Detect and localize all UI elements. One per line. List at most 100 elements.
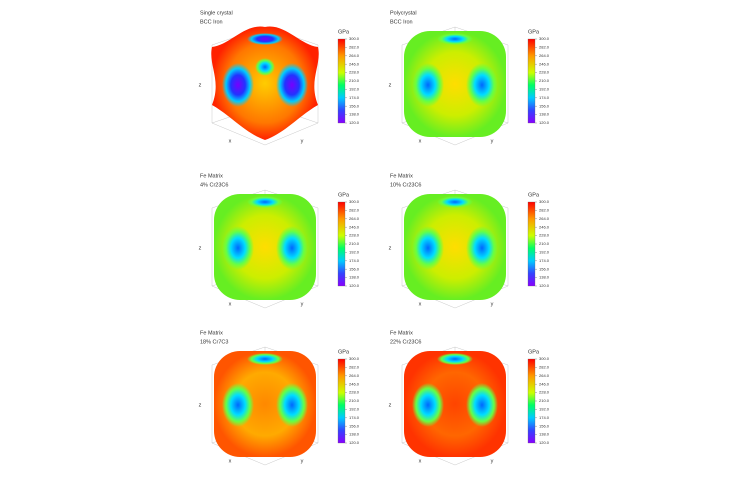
colorbar-tick-label: 246.0 — [539, 61, 550, 66]
colorbar-tick-label: 192.0 — [539, 249, 550, 254]
colorbar-tick-label: 138.0 — [539, 275, 550, 280]
colorbar-tick-label: 300.0 — [539, 356, 550, 361]
surface-lobe — [412, 63, 444, 107]
axis-label: y — [491, 138, 494, 144]
colorbar-tick-label: 120.0 — [539, 120, 550, 125]
axis-label: z — [389, 402, 392, 408]
colorbar-tick-label: 246.0 — [539, 224, 550, 229]
colorbar-tick-label: 228.0 — [349, 70, 360, 75]
colorbar-tick-label: 156.0 — [539, 423, 550, 428]
colorbar-tick-label: 264.0 — [539, 53, 550, 58]
colorbar — [337, 201, 346, 287]
colorbar-tick-label: 246.0 — [349, 61, 360, 66]
surface-lobe — [276, 226, 308, 270]
colorbar-tick-label: 210.0 — [349, 78, 360, 83]
surface-lobe — [437, 196, 473, 208]
colorbar-tick-label: 156.0 — [539, 266, 550, 271]
surface — [404, 351, 506, 457]
surface-lobe — [466, 226, 498, 270]
colorbar-label: GPa — [528, 192, 540, 198]
colorbar-tick-label: 300.0 — [539, 36, 550, 41]
axis-label: y — [301, 138, 304, 144]
colorbar-tick-label: 228.0 — [539, 390, 550, 395]
surface-lobe — [412, 226, 444, 270]
surface — [404, 194, 506, 300]
colorbar — [337, 358, 346, 444]
surface-lobe — [466, 383, 498, 427]
surface-lobe — [466, 63, 498, 107]
axis-label: x — [229, 138, 232, 144]
panel-title: Fe Matrix — [200, 173, 223, 179]
colorbar — [527, 201, 536, 287]
colorbar-tick-label: 264.0 — [539, 216, 550, 221]
axis-label: y — [491, 458, 494, 464]
surface-lobe — [222, 383, 254, 427]
colorbar-tick-label: 156.0 — [349, 103, 360, 108]
panel-title: 18% Cr7C3 — [200, 339, 228, 345]
colorbar-tick-label: 228.0 — [349, 390, 360, 395]
panel-title: 22% Cr23C6 — [390, 339, 422, 345]
colorbar-tick-label: 210.0 — [349, 398, 360, 403]
surface-lobe — [222, 226, 254, 270]
surface — [211, 26, 319, 141]
axis-box — [264, 122, 319, 146]
axis-label: y — [301, 458, 304, 464]
colorbar-tick-label: 282.0 — [539, 44, 550, 49]
surface-lobe — [222, 63, 254, 107]
colorbar-tick-label: 282.0 — [349, 364, 360, 369]
colorbar-tick-label: 210.0 — [539, 398, 550, 403]
colorbar-tick-label: 156.0 — [349, 266, 360, 271]
colorbar-tick-label: 282.0 — [539, 207, 550, 212]
panel-title: Fe Matrix — [200, 330, 223, 336]
colorbar-tick-label: 300.0 — [349, 199, 360, 204]
axis-label: y — [301, 301, 304, 307]
colorbar-tick-label: 156.0 — [349, 423, 360, 428]
colorbar-tick-label: 138.0 — [349, 112, 360, 117]
colorbar-tick-label: 192.0 — [349, 86, 360, 91]
colorbar-tick-label: 120.0 — [349, 440, 360, 445]
colorbar-tick-label: 174.0 — [539, 258, 550, 263]
colorbar-tick-label: 300.0 — [539, 199, 550, 204]
colorbar-label: GPa — [338, 349, 350, 355]
colorbar — [527, 38, 536, 124]
colorbar-tick-label: 192.0 — [349, 406, 360, 411]
colorbar-tick-label: 246.0 — [349, 381, 360, 386]
colorbar-tick-label: 174.0 — [349, 415, 360, 420]
panel-title: Single crystal — [200, 10, 233, 16]
colorbar-label: GPa — [528, 29, 540, 35]
colorbar-tick-label: 120.0 — [539, 440, 550, 445]
colorbar-tick-label: 300.0 — [349, 356, 360, 361]
axis-label: x — [419, 458, 422, 464]
panel-title: Polycrystal — [390, 10, 417, 16]
colorbar-tick-label: 228.0 — [349, 233, 360, 238]
colorbar-tick-label: 192.0 — [539, 406, 550, 411]
surface — [214, 194, 316, 300]
colorbar-tick-label: 192.0 — [539, 86, 550, 91]
colorbar-tick-label: 264.0 — [349, 373, 360, 378]
colorbar-tick-label: 264.0 — [539, 373, 550, 378]
colorbar-tick-label: 120.0 — [349, 120, 360, 125]
colorbar-tick-label: 174.0 — [349, 258, 360, 263]
surface-lobe — [247, 33, 283, 45]
axis-label: y — [491, 301, 494, 307]
axis-label: z — [199, 402, 202, 408]
surface-lobe — [255, 58, 275, 76]
surface-lobe — [247, 353, 283, 365]
axis-label: z — [199, 245, 202, 251]
surface-lobe — [276, 383, 308, 427]
colorbar-tick-label: 192.0 — [349, 249, 360, 254]
colorbar-tick-label: 138.0 — [539, 432, 550, 437]
panel-title: BCC Iron — [390, 19, 413, 25]
colorbar-tick-label: 264.0 — [349, 216, 360, 221]
surface-lobe — [247, 196, 283, 208]
colorbar-tick-label: 246.0 — [349, 224, 360, 229]
surface-lobe — [412, 383, 444, 427]
panel-title: Fe Matrix — [390, 330, 413, 336]
panel-title: BCC Iron — [200, 19, 223, 25]
colorbar-tick-label: 210.0 — [539, 78, 550, 83]
colorbar-tick-label: 138.0 — [349, 432, 360, 437]
